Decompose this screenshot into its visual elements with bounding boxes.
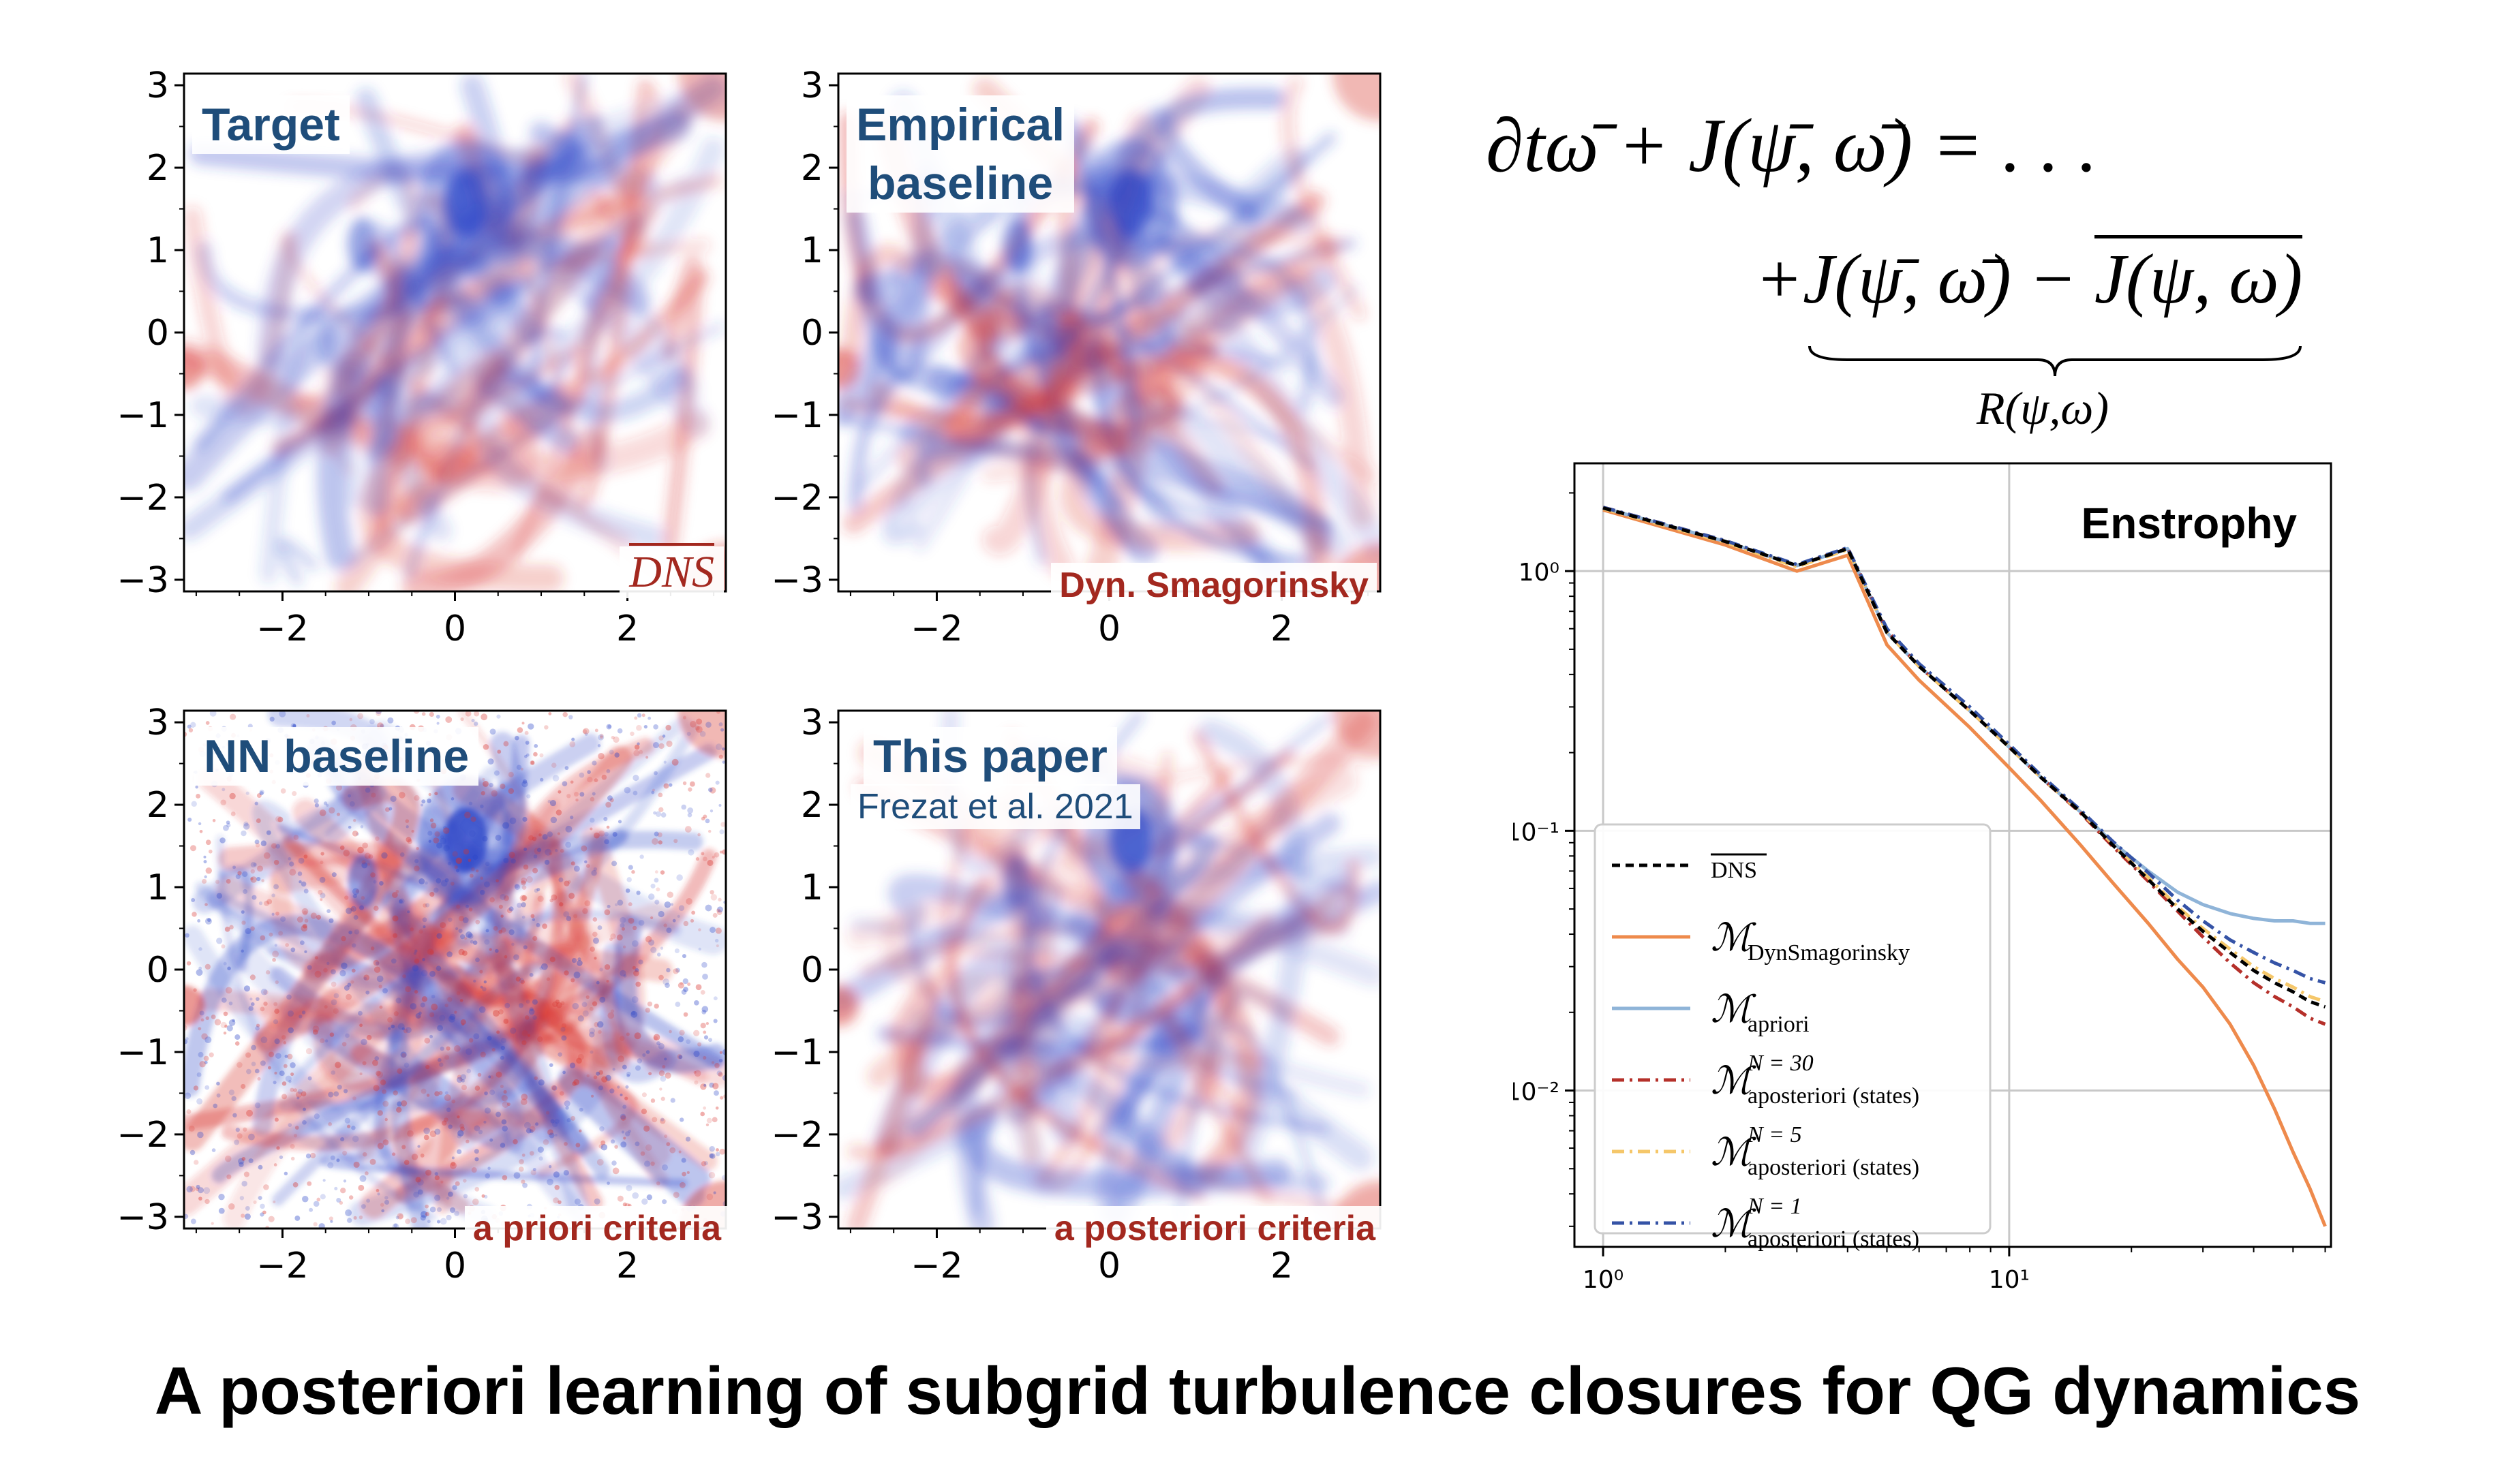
equation-line-2: +J(ψ̄, ω̄) − J(ψ, ω): [1755, 235, 2303, 320]
y-tick-label: −3: [117, 560, 169, 601]
legend-label-main: ℳ: [1711, 989, 1756, 1031]
y-tick-label: 0: [801, 313, 823, 354]
legend-label-sub: DynSmagorinsky: [1748, 940, 1910, 965]
chart-x-tick-label: 10¹: [1989, 1266, 2030, 1294]
panel-label-empirical: Empirical baseline: [847, 95, 1075, 213]
panel-label-nn: NN baseline: [194, 727, 479, 786]
equation-underbrace-label: R(ψ,ω): [1977, 382, 2109, 434]
chart-y-tick-label: 10⁻²: [1513, 1079, 1559, 1107]
y-tick-label: −2: [117, 478, 169, 519]
legend-label-main: ℳ: [1711, 1203, 1756, 1246]
y-tick-label: −1: [117, 1032, 169, 1073]
field-panel-target: 3 2 1 0 −1 −2 −3 −2 0 2 Target DNS: [102, 61, 743, 647]
legend-label-sub: apriori: [1748, 1012, 1810, 1037]
x-tick-label: 2: [1270, 608, 1293, 647]
field-panel-this-paper: 3 2 1 0 −1 −2 −3 −2 0 2 This paper Frezat et al. …: [757, 698, 1397, 1312]
legend-label-main: ℳ: [1711, 917, 1756, 959]
panel-label-target: Target: [192, 95, 350, 154]
y-tick-label: 1: [147, 230, 169, 271]
x-tick-label: 2: [1270, 1246, 1293, 1286]
x-tick-label: 2: [616, 608, 639, 647]
panel-corner-label-a-priori: a priori criteria: [464, 1206, 729, 1251]
y-tick-label: −3: [771, 560, 823, 601]
y-tick-label: −3: [771, 1197, 823, 1238]
panel-label-this-paper: This paper: [864, 727, 1117, 786]
panel-corner-label-dyn-smagorinsky: Dyn. Smagorinsky: [1051, 563, 1377, 608]
y-tick-label: 2: [801, 785, 823, 826]
y-tick-label: 3: [801, 702, 823, 743]
panel-corner-label-dns: DNS: [620, 543, 724, 598]
x-tick-label: −2: [256, 1246, 309, 1286]
y-tick-label: 1: [801, 230, 823, 271]
y-tick-label: 2: [801, 148, 823, 189]
legend-label-main: ℳ: [1711, 1060, 1756, 1102]
x-tick-label: 2: [616, 1246, 639, 1286]
legend-label-dns: DNS: [1711, 858, 1757, 883]
series-line-4: [1602, 507, 2326, 1004]
series-line-1: [1602, 508, 2327, 1227]
y-tick-label: −1: [771, 395, 823, 436]
legend-label-sup: N = 5: [1747, 1122, 1802, 1147]
figure-title: A posteriori learning of subgrid turbule…: [154, 1353, 2361, 1428]
y-tick-label: 0: [801, 950, 823, 991]
legend-label-sub: aposteriori (states): [1748, 1226, 1919, 1252]
equation-line-1: ∂tω̄ + J(ψ̄, ω̄) = . . .: [1486, 104, 2098, 188]
y-tick-label: 2: [147, 148, 169, 189]
y-tick-label: 3: [147, 702, 169, 743]
legend-label-sup: N = 30: [1747, 1051, 1814, 1076]
y-tick-label: 0: [147, 950, 169, 991]
equation-underbrace: [1808, 345, 2302, 377]
x-tick-label: 0: [444, 1246, 466, 1286]
field-panel-empirical: 3 2 1 0 −1 −2 −3 −2 0 2 Empirical baseline Dyn. S…: [757, 61, 1397, 647]
chart-title: Enstrophy: [2082, 499, 2298, 548]
y-tick-label: 1: [147, 867, 169, 908]
y-tick-label: −2: [771, 1115, 823, 1156]
y-tick-label: 1: [801, 867, 823, 908]
y-tick-label: 2: [147, 785, 169, 826]
y-tick-label: −1: [771, 1032, 823, 1073]
chart-legend: [1594, 823, 1992, 1235]
x-tick-label: −2: [911, 608, 963, 647]
panel-sub-label-frezat: Frezat et al. 2021: [851, 784, 1140, 829]
field-plot-nn: 3 2 1 0 −1 −2 −3 −2 0 2: [117, 702, 727, 1286]
y-tick-label: 3: [147, 65, 169, 106]
legend-label-sup: N = 1: [1747, 1194, 1802, 1219]
x-tick-label: −2: [256, 608, 309, 647]
field-panel-nn: 3 2 1 0 −1 −2 −3 −2 0 2 NN baseline a priori crit…: [102, 698, 743, 1312]
y-tick-label: 3: [801, 65, 823, 106]
x-tick-label: 0: [1098, 608, 1121, 647]
series-line-5: [1602, 506, 2326, 985]
panel-corner-label-a-posteriori: a posteriori criteria: [1046, 1206, 1384, 1251]
y-tick-label: −3: [117, 1197, 169, 1238]
legend-label-main: ℳ: [1711, 1132, 1756, 1174]
y-tick-label: −2: [117, 1115, 169, 1156]
chart-x-tick-label: 10⁰: [1583, 1266, 1624, 1294]
chart-y-tick-label: 10⁰: [1519, 559, 1559, 587]
x-tick-label: 0: [444, 608, 466, 647]
x-tick-label: 0: [1098, 1246, 1121, 1286]
chart-y-tick-label: 10⁻¹: [1513, 818, 1559, 846]
y-tick-label: 0: [147, 313, 169, 354]
y-tick-label: −1: [117, 395, 169, 436]
x-tick-label: −2: [911, 1246, 963, 1286]
y-tick-label: −2: [771, 478, 823, 519]
legend-label-sub: aposteriori (states): [1748, 1155, 1919, 1180]
equation-overlined-term: J(ψ, ω): [2094, 235, 2303, 318]
legend-label-sub: aposteriori (states): [1748, 1083, 1919, 1109]
